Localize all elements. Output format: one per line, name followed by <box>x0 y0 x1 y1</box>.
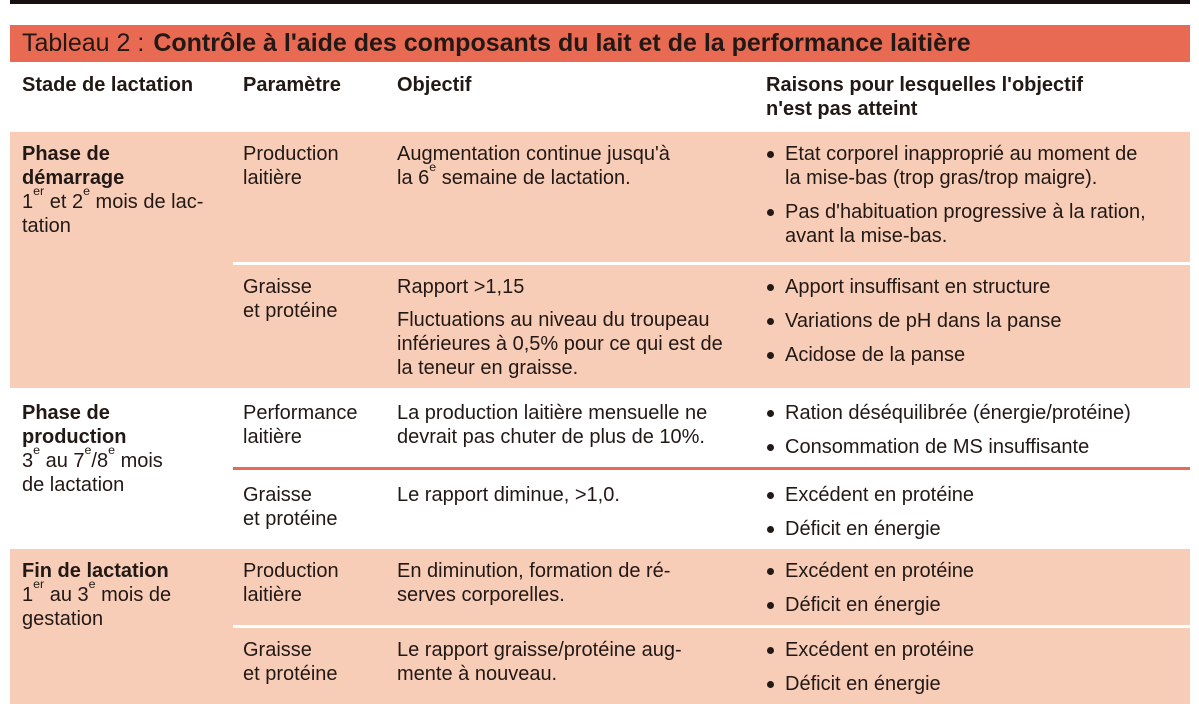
stage-cell: Phase de production 3e au 7e/8e mois de la… <box>10 388 233 549</box>
parameter-cell: Graisse et protéine <box>243 639 338 685</box>
parameter-cell: Performance laitière <box>243 402 358 448</box>
reasons-list: Excédent en protéine Déficit en énergie <box>756 483 1190 541</box>
bullet-icon <box>767 647 774 654</box>
top-rule-divider <box>10 0 1190 4</box>
bullet-icon <box>767 318 774 325</box>
table-title-prefix: Tableau 2 : <box>22 29 145 57</box>
reason-text: Excédent en protéine <box>785 639 975 661</box>
parameter-cell: Production laitière <box>243 560 339 606</box>
stage-name: Phase de production <box>22 402 127 448</box>
reason-text: Excédent en protéine <box>785 484 975 506</box>
stage-detail: 1er et 2e mois de lac-tation <box>22 183 204 237</box>
column-header-parametre: Paramètre <box>243 74 341 96</box>
column-header-raisons: Raisons pour lesquelles l'objectif n'est … <box>766 74 1084 120</box>
bullet-icon <box>767 444 774 451</box>
column-header-objectif: Objectif <box>397 74 472 96</box>
row-group-fin-de-lactation: Fin de lactation 1er au 3e mois de gestat… <box>10 549 1190 704</box>
reasons-list: Apport insuffisant en structure Variatio… <box>756 275 1190 380</box>
table-row: Graisse et protéine Le rapport diminue, >… <box>233 470 1190 549</box>
bullet-icon <box>767 492 774 499</box>
row-divider <box>233 262 1190 265</box>
parameter-cell: Graisse et protéine <box>243 484 338 530</box>
list-item: Consommation de MS insuffisante <box>766 435 1184 459</box>
reason-text: Excédent en protéine <box>785 560 975 582</box>
reasons-list: Excédent en protéine Déficit en énergie <box>756 638 1190 696</box>
reason-text: Déficit en énergie <box>785 673 941 695</box>
row-group-phase-production: Phase de production 3e au 7e/8e mois de la… <box>10 388 1190 549</box>
reason-text: Déficit en énergie <box>785 518 941 540</box>
reasons-list: Etat corporel inapproprié au moment de la… <box>756 142 1190 254</box>
table-row: Performance laitière La production laitiè… <box>233 388 1190 467</box>
parameter-cell: Graisse et protéine <box>243 276 338 322</box>
bullet-icon <box>767 151 774 158</box>
reason-text: Acidose de la panse <box>785 344 966 366</box>
column-header-stade: Stade de lactation <box>22 74 194 96</box>
objective-text: Fluctuations au niveau du troupeau inféri… <box>397 309 723 379</box>
bullet-icon <box>767 526 774 533</box>
stage-name: Phase de démarrage <box>22 143 125 189</box>
table-header-row: Stade de lactation Paramètre Objectif Ra… <box>10 62 1190 132</box>
stage-detail: 1er au 3e mois de gestation <box>22 576 172 630</box>
stage-cell: Fin de lactation 1er au 3e mois de gestat… <box>10 549 233 704</box>
list-item: Acidose de la panse <box>766 343 1184 367</box>
objective-text: En diminution, formation de ré-serves co… <box>397 560 671 606</box>
bullet-icon <box>767 209 774 216</box>
reasons-list: Ration déséquilibrée (énergie/protéine) … <box>756 401 1190 459</box>
reasons-list: Excédent en protéine Déficit en énergie <box>756 559 1190 617</box>
table-title-band: Tableau 2 : Contrôle à l'aide des compos… <box>10 25 1190 62</box>
bullet-icon <box>767 410 774 417</box>
bullet-icon <box>767 602 774 609</box>
list-item: Ration déséquilibrée (énergie/protéine) <box>766 401 1184 425</box>
reason-text: Consommation de MS insuffisante <box>785 436 1090 458</box>
table-tableau-2: Tableau 2 : Contrôle à l'aide des compos… <box>10 0 1190 704</box>
parameter-cell: Production laitière <box>243 143 339 189</box>
list-item: Déficit en énergie <box>766 593 1184 617</box>
objective-text: Le rapport diminue, >1,0. <box>397 484 620 506</box>
list-item: Déficit en énergie <box>766 672 1184 696</box>
table-row: Production laitière En diminution, format… <box>233 549 1190 625</box>
reason-text: Etat corporel inapproprié au moment de la… <box>785 143 1138 189</box>
bullet-icon <box>767 352 774 359</box>
stage-detail: 3e au 7e/8e mois de lactation <box>22 442 163 496</box>
table-row: Production laitière Augmentation continue… <box>233 132 1190 262</box>
objective-cell: Augmentation continue jusqu'à la 6e semai… <box>387 142 756 254</box>
objective-text: Le rapport graisse/protéine aug-mente à … <box>397 639 682 685</box>
objective-text: Rapport >1,15 <box>397 276 525 298</box>
list-item: Déficit en énergie <box>766 517 1184 541</box>
objective-cell: Le rapport diminue, >1,0. <box>387 483 756 541</box>
table-row: Graisse et protéine Le rapport graisse/pr… <box>233 628 1190 704</box>
list-item: Excédent en protéine <box>766 638 1184 662</box>
list-item: Excédent en protéine <box>766 483 1184 507</box>
list-item: Variations de pH dans la panse <box>766 309 1184 333</box>
reason-text: Variations de pH dans la panse <box>785 310 1062 332</box>
bullet-icon <box>767 681 774 688</box>
objective-cell: La production laitière mensuelle ne devra… <box>387 401 756 459</box>
row-group-phase-demarrage: Phase de démarrage 1er et 2e mois de lac-… <box>10 132 1190 388</box>
bullet-icon <box>767 568 774 575</box>
row-divider <box>233 625 1190 628</box>
reason-text: Pas d'habituation progressive à la ratio… <box>785 201 1146 247</box>
objective-cell: Le rapport graisse/protéine aug-mente à … <box>387 638 756 696</box>
stage-cell: Phase de démarrage 1er et 2e mois de lac-… <box>10 132 233 388</box>
table-title: Contrôle à l'aide des composants du lait… <box>153 29 971 57</box>
reason-text: Déficit en énergie <box>785 594 941 616</box>
objective-cell: En diminution, formation de ré-serves co… <box>387 559 756 617</box>
bullet-icon <box>767 284 774 291</box>
list-item: Pas d'habituation progressive à la ratio… <box>766 200 1184 248</box>
list-item: Etat corporel inapproprié au moment de la… <box>766 142 1184 190</box>
objective-cell: Rapport >1,15 Fluctuations au niveau du … <box>387 275 756 380</box>
list-item: Apport insuffisant en structure <box>766 275 1184 299</box>
reason-text: Ration déséquilibrée (énergie/protéine) <box>785 402 1131 424</box>
objective-text: Augmentation continue jusqu'à la 6e semai… <box>397 143 670 189</box>
table-row: Graisse et protéine Rapport >1,15 Fluctua… <box>233 265 1190 388</box>
objective-text: La production laitière mensuelle ne devra… <box>397 402 708 448</box>
stage-name: Fin de lactation <box>22 560 169 582</box>
row-divider <box>233 467 1190 470</box>
reason-text: Apport insuffisant en structure <box>785 276 1051 298</box>
list-item: Excédent en protéine <box>766 559 1184 583</box>
